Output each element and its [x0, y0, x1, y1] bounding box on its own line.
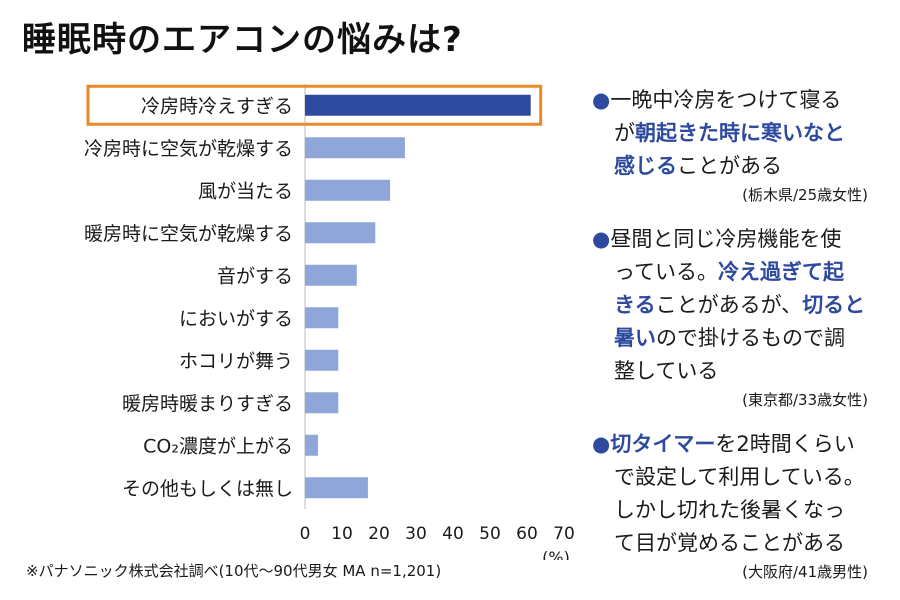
bar-3	[305, 222, 376, 244]
bar-6	[305, 349, 339, 371]
comment-text: 一晩中冷房をつけて寝る	[610, 88, 842, 112]
comment-text: が	[614, 121, 635, 145]
category-label-6: ホコリが舞う	[179, 350, 293, 372]
bullet-icon: ●	[592, 432, 611, 456]
category-label-4: 音がする	[217, 265, 293, 287]
category-label-2: 風が当たる	[198, 180, 293, 202]
comment-text: っている。	[614, 260, 718, 284]
chart-title: 睡眠時のエアコンの悩みは?	[22, 20, 463, 60]
comment-line: て目が覚めることがある	[592, 527, 892, 560]
comment-attribution: (大阪府/41歳男性)	[742, 563, 868, 581]
source-note: ※パナソニック株式会社調べ(10代〜90代男女 MA n=1,201)	[26, 562, 442, 580]
comment-text: で設定して利用している。	[614, 465, 865, 489]
x-tick-label-5: 50	[479, 524, 501, 544]
comment-line: ●切タイマーを2時間くらい	[592, 428, 892, 461]
bar-chart: 冷房時冷えすぎる冷房時に空気が乾燥する風が当たる暖房時に空気が乾燥する音がするに…	[84, 84, 575, 560]
comment-line: っている。冷え過ぎて起	[592, 256, 892, 289]
highlight-text: 朝起きた時に寒いなと	[635, 121, 845, 145]
bar-0	[305, 94, 531, 116]
comment-text: 昼間と同じ冷房機能を使	[610, 227, 842, 251]
comment-attribution: (栃木県/25歳女性)	[742, 186, 868, 204]
comment-attribution: (東京都/33歳女性)	[742, 391, 868, 409]
bar-1	[305, 137, 405, 159]
x-axis-unit: (%)	[542, 548, 570, 560]
bullet-icon: ●	[592, 88, 611, 112]
comments-panel: ●一晩中冷房をつけて寝る が朝起きた時に寒いなと 感じることがある (栃木県/25歳女…	[592, 84, 892, 600]
category-label-7: 暖房時暖まりすぎる	[122, 393, 293, 415]
comment-line: きることがあるが、切ると	[592, 289, 892, 322]
category-label-5: においがする	[179, 308, 293, 330]
x-tick-label-2: 20	[368, 524, 390, 544]
x-tick-label-3: 30	[405, 524, 427, 544]
comment-text: を2時間くらい	[715, 432, 855, 456]
comment-line: しかし切れた後暑くなっ	[592, 494, 892, 527]
highlight-text: 切ると	[802, 293, 866, 317]
bar-7	[305, 392, 339, 414]
category-label-8: CO₂濃度が上がる	[143, 435, 293, 457]
comment-1: ●昼間と同じ冷房機能を使 っている。冷え過ぎて起 きることがあるが、切ると 暑いので掛…	[592, 223, 892, 412]
comment-text: 整している	[614, 359, 719, 383]
x-tick-label-0: 0	[300, 524, 311, 544]
highlight-text: きる	[614, 293, 656, 317]
comment-line: が朝起きた時に寒いなと	[592, 117, 892, 150]
x-tick-label-4: 40	[442, 524, 464, 544]
category-label-9: その他もしくは無し	[122, 478, 293, 500]
highlight-text: 暑い	[614, 326, 656, 350]
bar-9	[305, 477, 368, 499]
highlight-frame	[86, 84, 543, 126]
category-label-0: 冷房時冷えすぎる	[141, 95, 293, 117]
comment-line: ●一晩中冷房をつけて寝る	[592, 84, 892, 117]
comment-text: ので掛けるもので調	[656, 326, 845, 350]
bar-8	[305, 434, 318, 456]
bar-2	[305, 179, 391, 201]
x-tick-label-7: 70	[553, 524, 575, 544]
comment-text: ことがあるが、	[655, 293, 803, 317]
comment-line: で設定して利用している。	[592, 461, 892, 494]
comment-text: しかし切れた後暑くなっ	[614, 498, 845, 522]
bar-4	[305, 264, 357, 286]
highlight-text: 冷え過ぎて起	[717, 260, 844, 284]
x-tick-label-1: 10	[331, 524, 353, 544]
comment-line: 感じることがある	[592, 150, 892, 183]
bullet-icon: ●	[592, 227, 611, 251]
category-label-3: 暖房時に空気が乾燥する	[84, 223, 293, 245]
comment-2: ●切タイマーを2時間くらいで設定して利用している。 しかし切れた後暑くなっ て目が覚…	[592, 428, 892, 584]
comment-text: ことがある	[677, 154, 782, 178]
highlight-text: 切タイマー	[610, 432, 716, 456]
x-tick-label-6: 60	[516, 524, 538, 544]
bar-5	[305, 307, 339, 329]
comment-line: 暑いので掛けるもので調	[592, 322, 892, 355]
comment-text: て目が覚めることがある	[614, 531, 845, 555]
comment-line: ●昼間と同じ冷房機能を使	[592, 223, 892, 256]
comment-line: 整している	[592, 355, 892, 388]
highlight-text: 感じる	[614, 154, 677, 178]
category-label-1: 冷房時に空気が乾燥する	[84, 138, 293, 160]
comment-0: ●一晩中冷房をつけて寝る が朝起きた時に寒いなと 感じることがある (栃木県/25歳女…	[592, 84, 892, 207]
